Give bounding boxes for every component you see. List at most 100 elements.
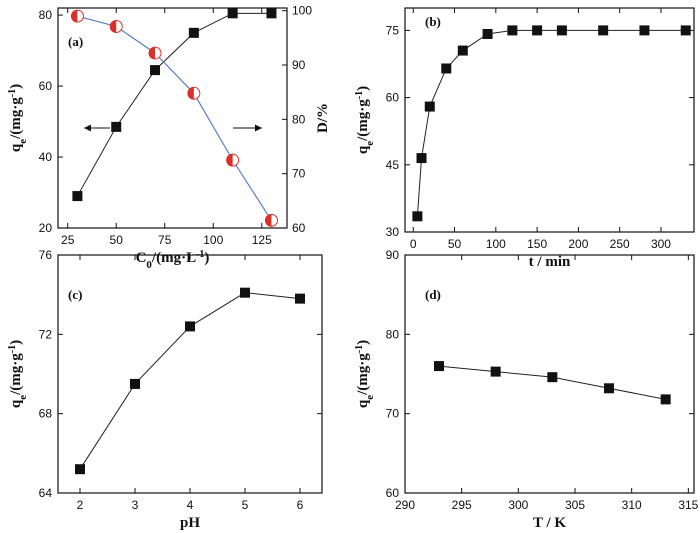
- plot-frame: [404, 254, 695, 494]
- x-tick-label: 300: [508, 498, 528, 512]
- y2-tick-label: 90: [292, 58, 306, 72]
- x-axis-label: pH: [180, 515, 200, 531]
- data-point: [226, 153, 240, 167]
- y-tick-label: 45: [386, 158, 400, 172]
- series-line-2: [77, 15, 272, 221]
- data-point: [75, 464, 85, 475]
- y-tick-label: 60: [39, 79, 53, 93]
- series-line-1: [416, 29, 686, 217]
- y2-tick-label: 100: [292, 4, 312, 18]
- y-tick-label: 72: [39, 327, 53, 341]
- y-tick-label: 76: [39, 248, 53, 262]
- chart-panel-a: 25 50 75 100 125 20 40 60 80 60 70 80 90 100 (a) C0/(mg…: [7, 4, 332, 271]
- y2-tick-label: 70: [292, 167, 306, 181]
- x-axis-label: T / K: [533, 515, 566, 531]
- x-tick-label: 25: [61, 233, 75, 247]
- y2-tick-label: 80: [292, 112, 306, 126]
- y-tick-label: 30: [386, 225, 400, 239]
- plot-frame: [57, 254, 323, 494]
- x-tick-label: 0: [410, 237, 417, 251]
- data-point: [490, 366, 501, 377]
- data-point: [264, 213, 278, 227]
- data-point: [416, 153, 427, 164]
- x-tick-label: 100: [203, 233, 223, 247]
- x-tick-label: 300: [651, 237, 671, 251]
- data-point: [556, 25, 567, 36]
- x-tick-label: 310: [622, 498, 642, 512]
- series-line-1: [76, 12, 272, 197]
- x-tick-label: 250: [610, 237, 630, 251]
- panel-label: (b): [425, 14, 441, 29]
- y-tick-label: 80: [39, 8, 53, 22]
- y-tick-label: 70: [386, 407, 400, 421]
- x-tick-label: 200: [568, 237, 588, 251]
- data-point: [424, 101, 435, 112]
- data-point: [266, 8, 277, 19]
- data-point: [72, 191, 83, 202]
- data-point: [111, 121, 122, 132]
- data-point: [547, 372, 558, 383]
- data-point: [185, 321, 195, 332]
- data-point: [187, 86, 201, 100]
- data-point: [412, 211, 423, 222]
- x-axis-label: t / min: [529, 254, 571, 270]
- y2-axis-label: D/%: [315, 103, 331, 133]
- chart-panel-c: 2 3 4 5 6 64 68 72 76 (c) pH qe/(mg·g-1): [7, 248, 323, 531]
- data-point: [680, 25, 691, 36]
- x-tick-label: 4: [187, 498, 194, 512]
- y-axis-label: qe/(mg·g-1): [7, 84, 30, 152]
- x-tick-label: 315: [678, 498, 698, 512]
- data-point: [148, 46, 162, 60]
- arrow-head: [84, 124, 91, 132]
- data-point: [598, 25, 609, 36]
- y-axis-label: qe/(mg·g-1): [7, 340, 30, 408]
- y-tick-label: 40: [39, 150, 53, 164]
- panel-label: (d): [425, 287, 441, 302]
- series-line-1: [79, 292, 301, 470]
- x-tick-label: 3: [132, 498, 139, 512]
- data-point: [295, 293, 305, 304]
- x-tick-label: 295: [452, 498, 472, 512]
- data-point: [130, 378, 140, 389]
- data-point: [507, 25, 518, 36]
- data-point: [604, 383, 614, 394]
- data-point: [109, 19, 123, 33]
- y-tick-label: 60: [386, 91, 400, 105]
- y-tick-label: 90: [386, 248, 400, 262]
- data-point: [188, 27, 199, 38]
- y-tick-label: 75: [386, 23, 400, 37]
- y-tick-label: 68: [39, 407, 53, 421]
- x-tick-label: 6: [297, 498, 304, 512]
- chart-panel-d: 290 295 300 305 310 315 60 70 80 90 (d) T / K qe/(mg…: [354, 248, 699, 531]
- panel-label: (c): [68, 287, 82, 302]
- data-point: [660, 394, 671, 405]
- plot-frame: [57, 7, 288, 229]
- x-tick-label: 290: [395, 498, 415, 512]
- x-tick-label: 100: [486, 237, 506, 251]
- y2-tick-label: 60: [292, 221, 306, 235]
- data-point: [639, 25, 650, 36]
- y-tick-label: 64: [39, 486, 53, 500]
- series-line-1: [438, 365, 666, 400]
- plot-frame: [404, 7, 695, 233]
- data-point: [150, 65, 161, 76]
- x-axis-label: C0/(mg·L-1): [136, 249, 210, 272]
- x-tick-label: 75: [158, 233, 172, 247]
- data-point: [532, 25, 543, 36]
- panel-label: (a): [68, 34, 83, 49]
- x-tick-label: 305: [565, 498, 585, 512]
- data-point: [441, 63, 452, 74]
- x-tick-label: 50: [448, 237, 462, 251]
- y-axis-label: qe/(mg·g-1): [354, 340, 377, 408]
- y-axis-label: qe/(mg·g-1): [354, 86, 377, 154]
- chart-panel-b: 0 50 100 150 200 250 300 30 45 60 75 (b) t / min qe/(…: [354, 7, 695, 270]
- y-tick-label: 20: [39, 221, 53, 235]
- x-tick-label: 125: [252, 233, 272, 247]
- x-tick-label: 150: [527, 237, 547, 251]
- x-tick-label: 50: [110, 233, 124, 247]
- data-point: [227, 8, 238, 19]
- data-point: [434, 361, 444, 372]
- data-point: [457, 45, 468, 56]
- x-tick-label: 5: [242, 498, 249, 512]
